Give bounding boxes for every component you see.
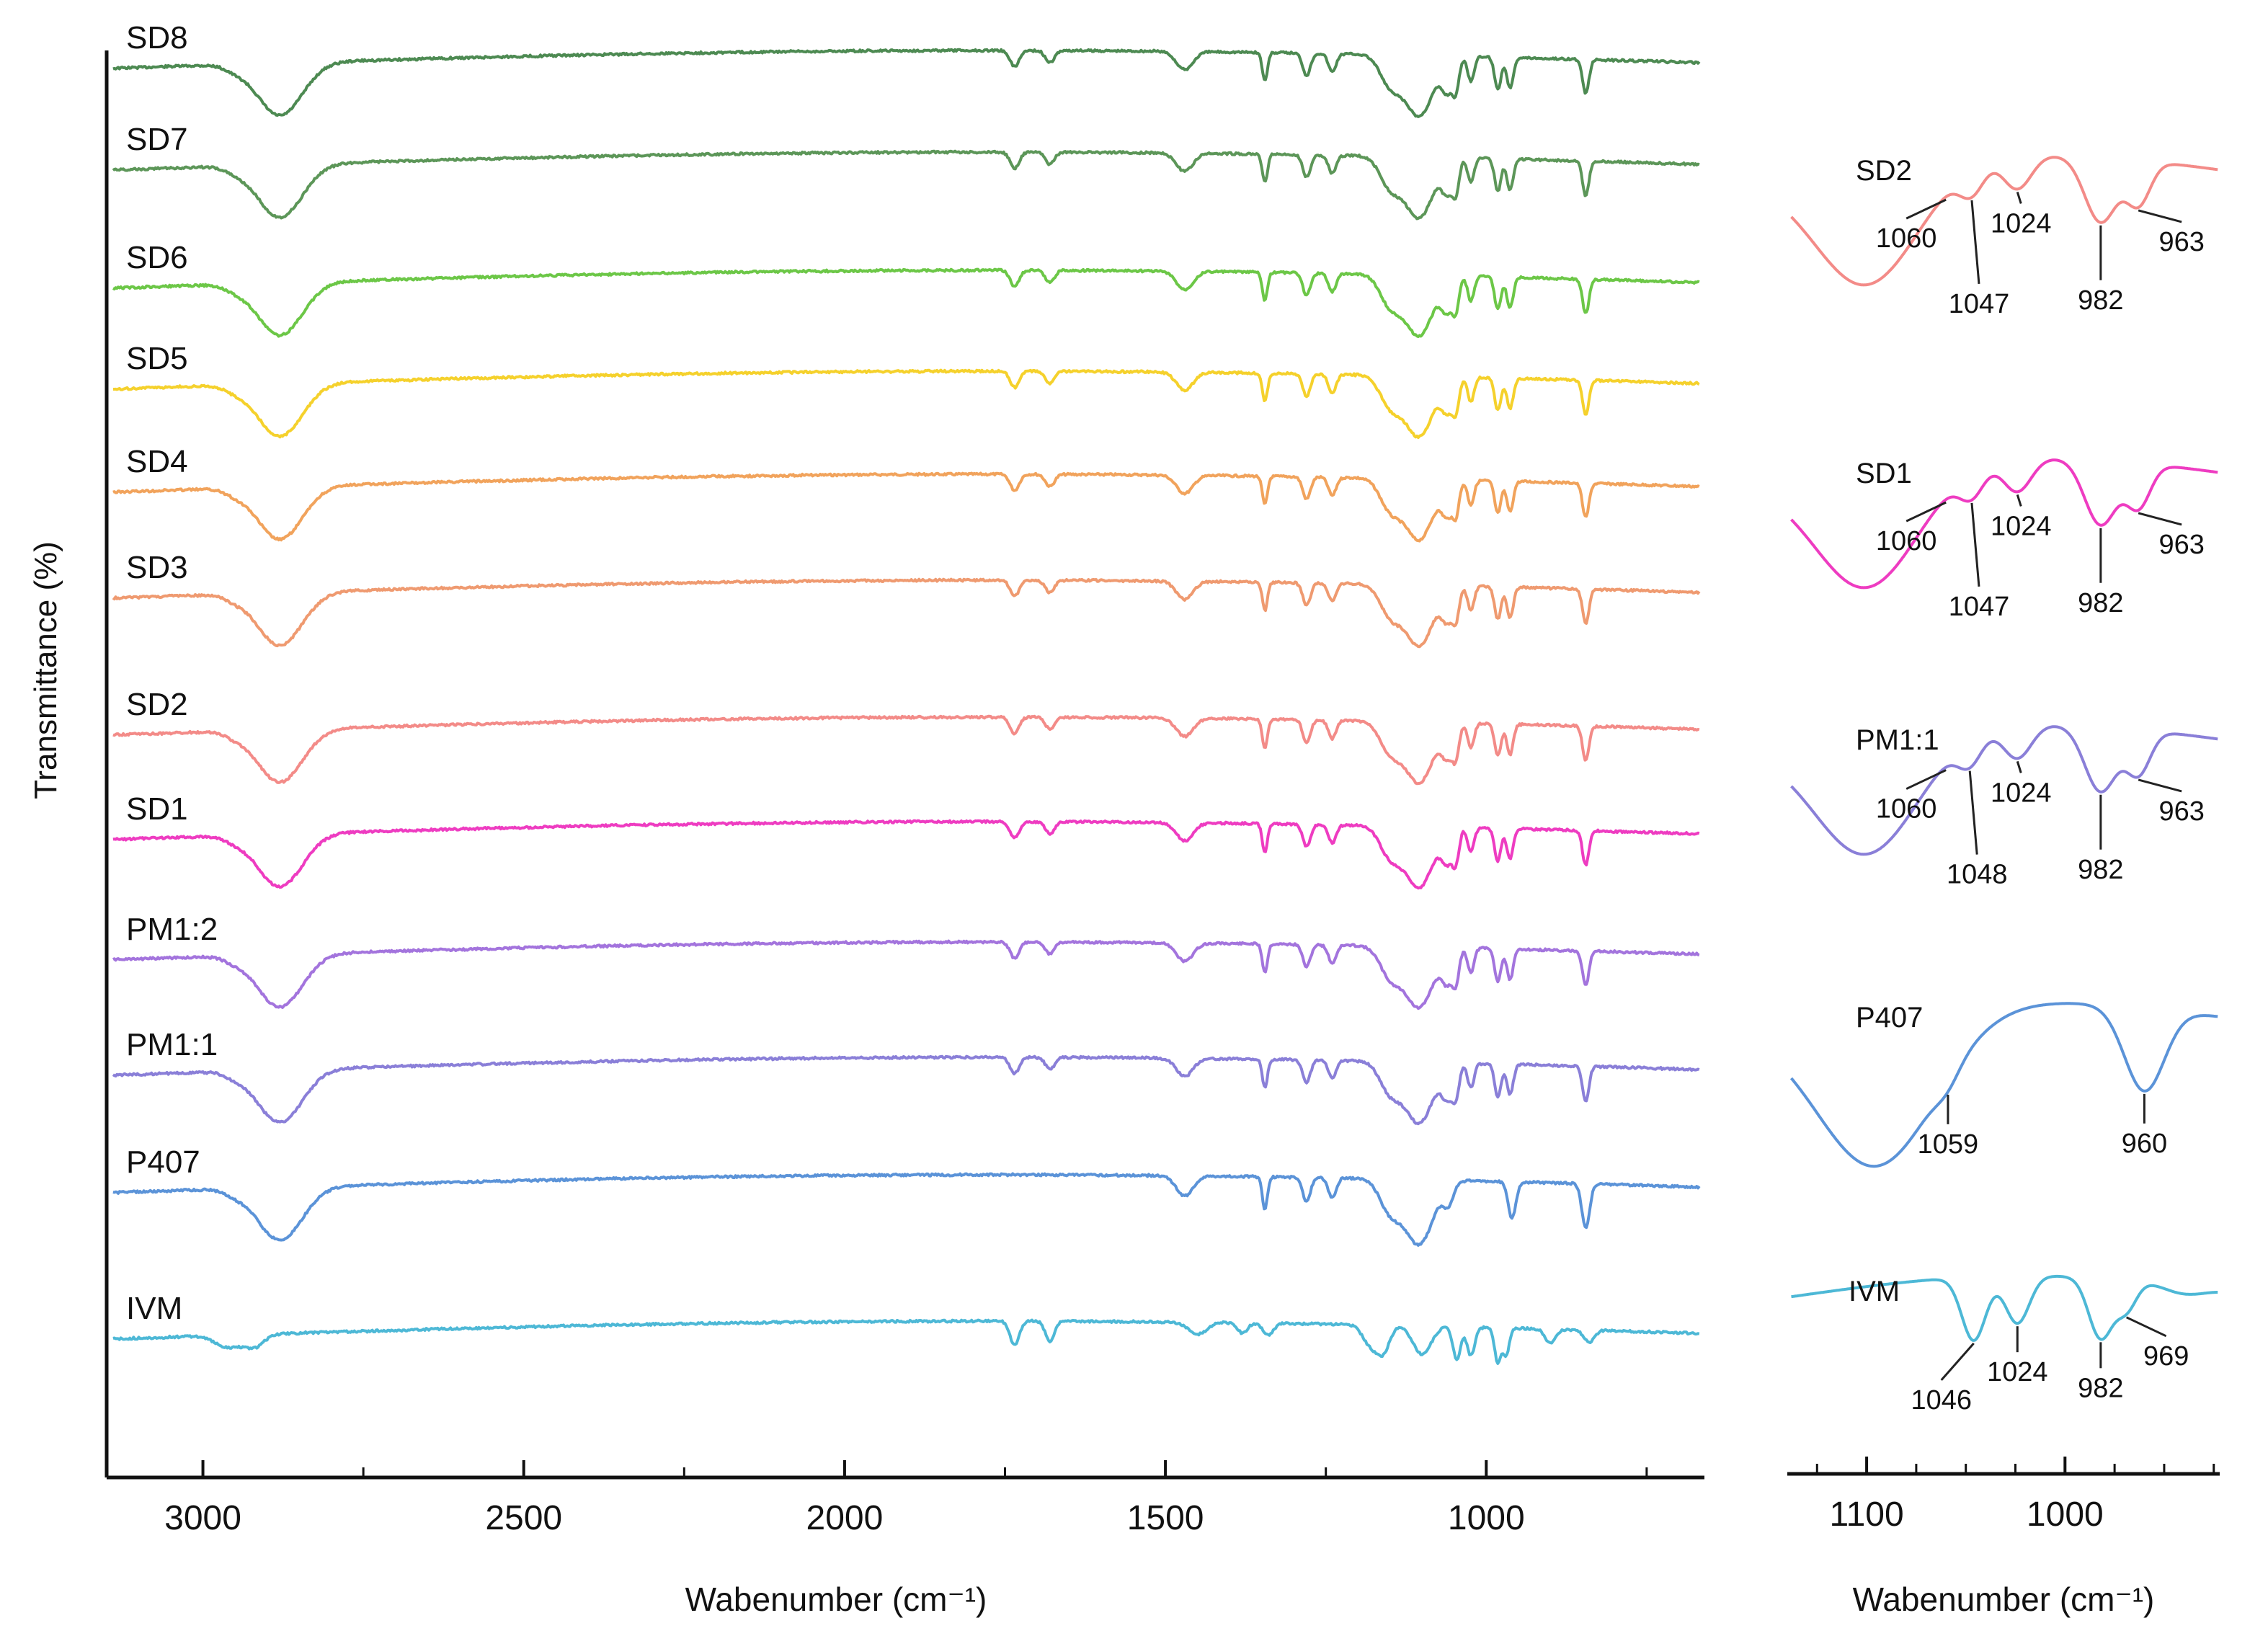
main-x-tick-label: 2000 <box>806 1499 884 1537</box>
peak-label: 963 <box>2158 796 2204 827</box>
main-x-tick-label: 3000 <box>164 1499 241 1537</box>
peak-leader-line <box>2016 494 2022 507</box>
main-x-tick-label: 1500 <box>1127 1499 1204 1537</box>
main-trace-label: SD4 <box>126 444 188 479</box>
peak-label: 1060 <box>1876 223 1937 254</box>
main-trace-p407 <box>112 1172 1701 1247</box>
peak-label: 960 <box>2122 1129 2167 1159</box>
main-trace-label: SD2 <box>126 687 188 722</box>
peak-leader-line <box>1968 770 1978 855</box>
zoom-x-tick-label: 1100 <box>1829 1495 1903 1534</box>
zoom-trace-label: P407 <box>1856 1002 1923 1034</box>
main-trace-sd6 <box>112 267 1700 339</box>
peak-leader-line <box>1905 769 1947 790</box>
peak-leader-line <box>1940 1342 1975 1381</box>
zoom-trace-sd1 <box>1790 458 2218 590</box>
main-trace-label: PM1:1 <box>126 1027 218 1062</box>
main-trace-label: SD3 <box>126 550 188 585</box>
peak-leader-line <box>1905 198 1947 220</box>
zoom-trace-label: PM1:1 <box>1856 724 1939 756</box>
peak-label: 982 <box>2078 285 2123 316</box>
zoom-x-tick-label: 1000 <box>2027 1495 2104 1534</box>
peak-leader-line <box>1905 501 1947 523</box>
peak-label: 1060 <box>1876 526 1937 556</box>
zoom-trace-p407 <box>1789 1002 2218 1168</box>
main-trace-label: IVM <box>126 1291 182 1326</box>
peak-leader-line <box>2138 512 2182 526</box>
peak-label: 1059 <box>1918 1129 1979 1160</box>
main-trace-pm1-2 <box>112 939 1700 1010</box>
peak-label: 982 <box>2078 588 2123 618</box>
zoom-x-axis-label: Wabenumber (cm⁻¹) <box>1853 1581 2155 1618</box>
zoom-trace-label: SD1 <box>1856 458 1912 489</box>
zoom-trace-label: SD2 <box>1856 155 1912 187</box>
zoom-trace-sd2 <box>1790 156 2218 287</box>
main-trace-sd7 <box>112 149 1700 221</box>
main-trace-label: SD7 <box>126 122 188 157</box>
main-trace-label: SD1 <box>126 791 188 827</box>
peak-leader-line <box>2126 1316 2167 1338</box>
peak-leader-line <box>2016 760 2022 773</box>
peak-label: 1060 <box>1876 794 1937 824</box>
peak-label: 1024 <box>1987 1357 2048 1387</box>
peak-leader-line <box>2138 778 2182 793</box>
main-trace-ivm <box>112 1318 1700 1365</box>
peak-label: 1024 <box>1991 208 2052 239</box>
zoom-ftir-panel: Wabenumber (cm⁻¹) 1100 1000 SD2 1060 1047 102… <box>1787 155 2220 1618</box>
main-trace-sd1 <box>112 819 1700 890</box>
main-trace-pm1-1 <box>112 1054 1700 1126</box>
peak-label: 1024 <box>1991 778 2052 808</box>
main-trace-sd4 <box>112 471 1700 543</box>
main-trace-sd5 <box>112 368 1700 440</box>
main-trace-label: SD6 <box>126 240 188 275</box>
main-x-tick-label: 2500 <box>485 1499 562 1537</box>
peak-label: 963 <box>2158 530 2204 560</box>
main-trace-label: SD5 <box>126 341 188 376</box>
peak-label: 1048 <box>1947 860 2008 890</box>
peak-label: 1046 <box>1911 1385 1972 1415</box>
main-ftir-panel: Transmittance (%) Wabenumber (cm⁻¹) 3000… <box>28 20 1704 1618</box>
peak-label: 982 <box>2078 1373 2123 1403</box>
peak-leader-line <box>2138 209 2182 223</box>
peak-label: 963 <box>2158 227 2204 257</box>
main-trace-sd8 <box>112 48 1701 118</box>
main-x-axis-label: Wabenumber (cm⁻¹) <box>685 1581 987 1618</box>
zoom-trace-label: IVM <box>1849 1276 1900 1307</box>
zoom-trace-ivm <box>1791 1274 2218 1342</box>
peak-label: 1047 <box>1949 289 2010 319</box>
zoom-trace-pm1-1 <box>1790 725 2218 856</box>
main-trace-label: PM1:2 <box>126 912 218 947</box>
peak-label: 982 <box>2078 855 2123 885</box>
peak-leader-line <box>1970 200 1980 284</box>
peak-label: 969 <box>2143 1341 2189 1372</box>
peak-leader-line <box>1970 502 1980 587</box>
main-x-tick-label: 1000 <box>1448 1499 1525 1537</box>
main-trace-sd2 <box>112 714 1700 786</box>
main-y-axis-label: Transmittance (%) <box>28 541 63 799</box>
peak-label: 1047 <box>1949 592 2010 622</box>
peak-leader-line <box>2016 191 2022 204</box>
main-trace-label: SD8 <box>126 20 188 55</box>
main-trace-sd3 <box>112 577 1701 649</box>
peak-label: 1024 <box>1991 511 2052 541</box>
main-trace-label: P407 <box>126 1144 200 1180</box>
